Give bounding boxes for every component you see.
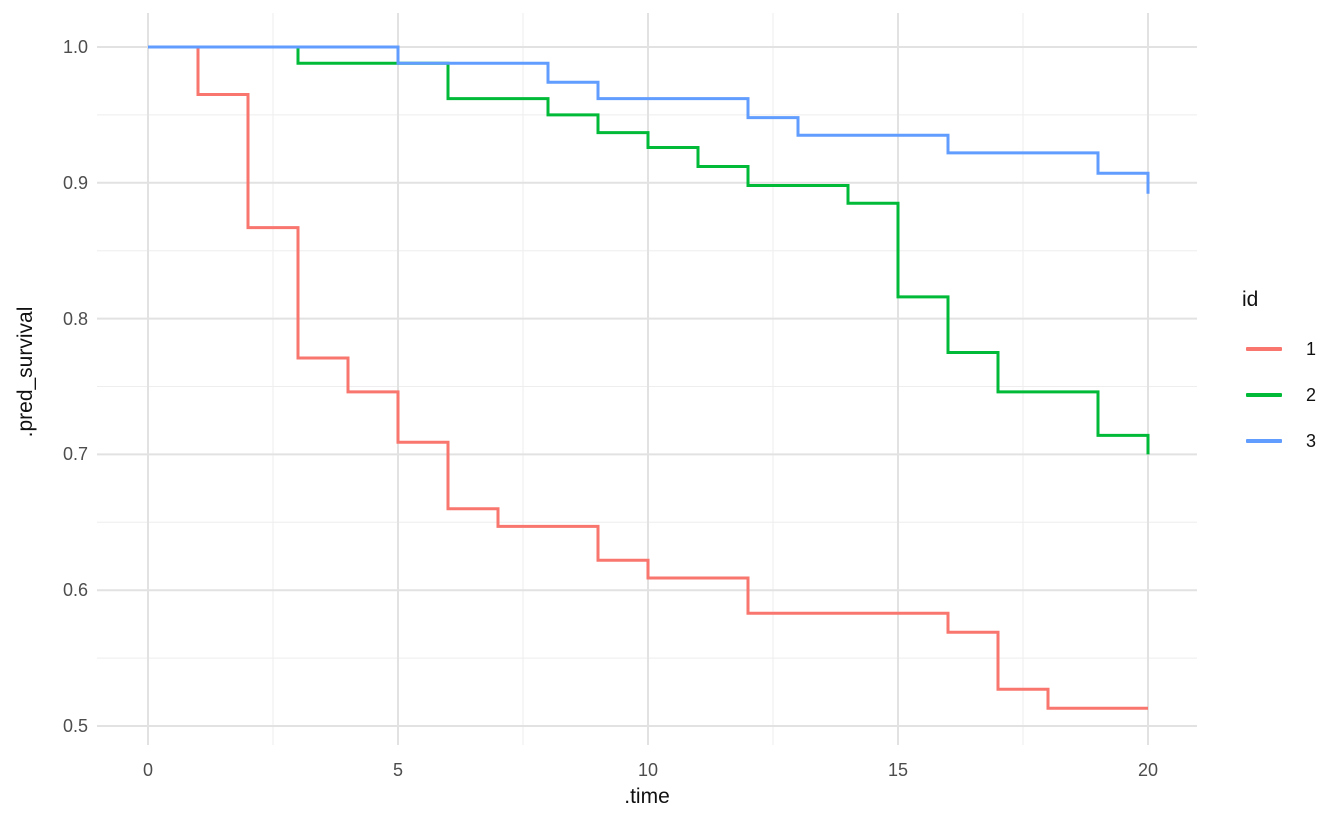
legend-item-label: 1: [1306, 338, 1317, 359]
y-tick-label: 0.7: [62, 444, 88, 465]
y-axis-title: .pred_survival: [14, 306, 37, 438]
survival-step-line-2: [148, 45, 1150, 455]
survival-step-line-1: [148, 45, 1148, 710]
x-tick-label: 0: [142, 760, 153, 780]
legend-item-1: 1: [1242, 326, 1342, 372]
legend-items: 1 2 3: [1242, 326, 1342, 464]
legend-item-3: 3: [1242, 418, 1342, 464]
legend-item-label: 2: [1306, 384, 1317, 405]
legend-item-label: 3: [1306, 430, 1317, 451]
x-axis-title: .time: [624, 785, 670, 808]
legend-title: id: [1242, 288, 1259, 311]
legend: id 1 2 3: [1242, 288, 1342, 464]
x-tick-label: 20: [1137, 760, 1159, 780]
x-tick-label: 10: [637, 760, 659, 780]
y-tick-label: 0.5: [62, 716, 88, 736]
legend-line-swatch: [1246, 439, 1282, 443]
legend-item-2: 2: [1242, 372, 1342, 418]
y-tick-label: 0.8: [62, 308, 88, 329]
y-tick-label: 1.0: [62, 37, 88, 57]
x-tick-label: 15: [887, 760, 909, 780]
x-tick-label: 5: [392, 760, 403, 780]
survival-step-line-3: [148, 45, 1150, 194]
legend-line-swatch: [1246, 393, 1282, 397]
legend-line-swatch: [1246, 347, 1282, 351]
y-tick-label: 0.6: [62, 580, 88, 601]
y-tick-label: 0.9: [62, 172, 88, 193]
